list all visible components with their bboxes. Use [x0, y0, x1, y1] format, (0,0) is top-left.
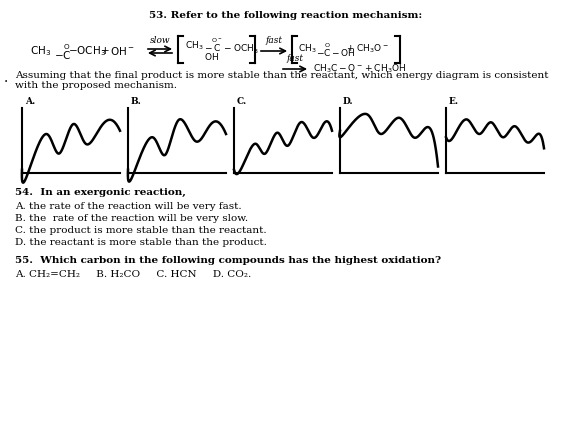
Text: $\mathrm{CH_3}$: $\mathrm{CH_3}$: [185, 40, 204, 52]
Text: fast: fast: [265, 36, 283, 45]
Text: $\mathrm{OH^-}$: $\mathrm{OH^-}$: [110, 45, 135, 57]
Text: slow: slow: [150, 36, 170, 45]
Text: B. the  rate of the reaction will be very slow.: B. the rate of the reaction will be very…: [15, 214, 248, 223]
Text: $\mathrm{OH}$: $\mathrm{OH}$: [204, 52, 219, 63]
Text: $-\mathrm{OCH_3}$: $-\mathrm{OCH_3}$: [68, 44, 106, 58]
Text: $\mathrm{-\overset{O}{\underset{}{C}}-OH}$: $\mathrm{-\overset{O}{\underset{}{C}}-OH…: [316, 41, 356, 57]
Text: .: .: [4, 71, 8, 85]
Text: 53. Refer to the following reaction mechanism:: 53. Refer to the following reaction mech…: [149, 11, 423, 20]
Text: A. CH₂=CH₂     B. H₂CO     C. HCN     D. CO₂.: A. CH₂=CH₂ B. H₂CO C. HCN D. CO₂.: [15, 270, 251, 279]
Text: $\mathrm{-\overset{O^-}{\underset{}{C}}-OCH_3}$: $\mathrm{-\overset{O^-}{\underset{}{C}}-…: [204, 37, 259, 55]
Text: 55.  Which carbon in the following compounds has the highest oxidation?: 55. Which carbon in the following compou…: [15, 256, 441, 265]
Text: A.: A.: [25, 97, 35, 106]
Text: D. the reactant is more stable than the product.: D. the reactant is more stable than the …: [15, 238, 267, 247]
Text: C. the product is more stable than the reactant.: C. the product is more stable than the r…: [15, 226, 267, 235]
Text: with the proposed mechanism.: with the proposed mechanism.: [15, 81, 177, 90]
Text: A. the rate of the reaction will be very fast.: A. the rate of the reaction will be very…: [15, 202, 241, 211]
Text: fast: fast: [287, 54, 304, 63]
Text: $-\mathrm{\overset{O}{\underset{}{C}}}$: $-\mathrm{\overset{O}{\underset{}{C}}}$: [54, 42, 72, 60]
Text: E.: E.: [449, 97, 459, 106]
Text: D.: D.: [343, 97, 353, 106]
Text: $+$: $+$: [100, 46, 110, 57]
Text: $\mathrm{CH_3C-O^- + CH_3OH}$: $\mathrm{CH_3C-O^- + CH_3OH}$: [313, 63, 406, 75]
Text: Assuming that the final product is more stable than the reactant, which energy d: Assuming that the final product is more …: [15, 72, 549, 81]
Text: $\mathrm{+\ CH_3O^-}$: $\mathrm{+\ CH_3O^-}$: [346, 43, 389, 55]
Text: $\mathrm{CH_3}$: $\mathrm{CH_3}$: [30, 44, 51, 58]
Text: $\mathrm{CH_3}$: $\mathrm{CH_3}$: [298, 43, 317, 55]
Text: B.: B.: [131, 97, 142, 106]
Text: 54.  In an exergonic reaction,: 54. In an exergonic reaction,: [15, 188, 186, 197]
Text: C.: C.: [237, 97, 247, 106]
